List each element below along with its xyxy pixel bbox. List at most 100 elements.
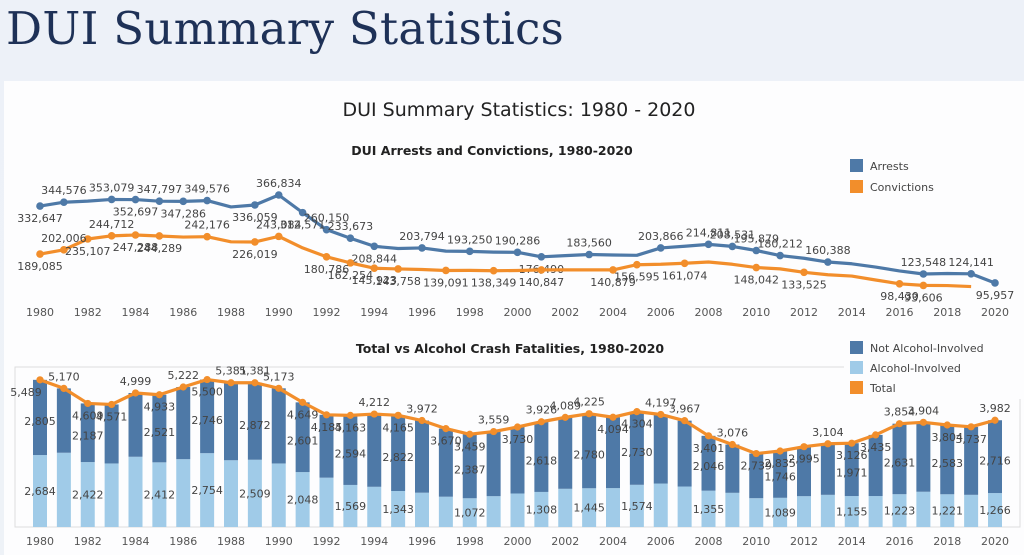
- total-point[interactable]: [943, 421, 951, 429]
- bar-not-alcohol-involved[interactable]: [988, 420, 1002, 494]
- bar-not-alcohol-involved[interactable]: [653, 414, 668, 484]
- arrests-point[interactable]: [728, 242, 737, 251]
- convictions-point[interactable]: [633, 260, 641, 269]
- bar-not-alcohol-involved[interactable]: [438, 428, 453, 497]
- arrests-point[interactable]: [919, 270, 928, 278]
- bar-alcohol-involved[interactable]: [868, 496, 883, 527]
- arrests-point[interactable]: [179, 197, 188, 206]
- bar-not-alcohol-involved[interactable]: [629, 411, 644, 485]
- total-point[interactable]: [824, 440, 832, 448]
- bar-alcohol-involved[interactable]: [510, 493, 525, 527]
- convictions-point[interactable]: [442, 266, 450, 275]
- bar-not-alcohol-involved[interactable]: [606, 417, 620, 489]
- bar-not-alcohol-involved[interactable]: [56, 388, 71, 453]
- arrests-point[interactable]: [251, 201, 259, 209]
- total-point[interactable]: [299, 398, 307, 406]
- total-point[interactable]: [442, 425, 450, 433]
- convictions-point[interactable]: [489, 266, 498, 275]
- arrests-point[interactable]: [704, 240, 713, 249]
- total-point[interactable]: [895, 420, 904, 428]
- bar-not-alcohol-involved[interactable]: [486, 431, 501, 497]
- bar-not-alcohol-involved[interactable]: [892, 423, 907, 495]
- bar-alcohol-involved[interactable]: [892, 494, 907, 527]
- bar-alcohol-involved[interactable]: [534, 491, 549, 527]
- bar-alcohol-involved[interactable]: [152, 462, 167, 527]
- total-point[interactable]: [322, 411, 331, 419]
- bar-not-alcohol-involved[interactable]: [391, 415, 406, 491]
- bar-not-alcohol-involved[interactable]: [128, 392, 143, 457]
- convictions-point[interactable]: [346, 259, 355, 267]
- convictions-point[interactable]: [203, 232, 211, 241]
- bar-alcohol-involved[interactable]: [56, 452, 71, 527]
- bar-alcohol-involved[interactable]: [319, 477, 334, 527]
- bar-not-alcohol-involved[interactable]: [964, 426, 979, 495]
- convictions-point[interactable]: [60, 246, 68, 254]
- total-point[interactable]: [633, 408, 641, 416]
- bar-alcohol-involved[interactable]: [176, 459, 191, 527]
- bar-alcohol-involved[interactable]: [940, 494, 955, 527]
- bar-alcohol-involved[interactable]: [820, 494, 835, 527]
- convictions-point[interactable]: [83, 235, 92, 243]
- arrests-point[interactable]: [465, 247, 474, 256]
- bar-alcohol-involved[interactable]: [438, 496, 453, 527]
- bar-alcohol-involved[interactable]: [964, 494, 979, 527]
- convictions-point[interactable]: [895, 280, 904, 288]
- arrests-point[interactable]: [537, 253, 546, 261]
- total-point[interactable]: [84, 399, 92, 408]
- arrests-point[interactable]: [107, 195, 116, 204]
- convictions-point[interactable]: [155, 232, 164, 240]
- arrests-point[interactable]: [824, 258, 832, 266]
- bar-alcohol-involved[interactable]: [104, 463, 119, 527]
- arrests-point[interactable]: [60, 198, 68, 207]
- bar-alcohol-involved[interactable]: [677, 486, 692, 527]
- bar-alcohol-involved[interactable]: [367, 486, 382, 527]
- convictions-point[interactable]: [322, 253, 331, 261]
- arrests-point[interactable]: [513, 248, 522, 257]
- bar-alcohol-involved[interactable]: [844, 496, 859, 527]
- total-point[interactable]: [776, 447, 784, 455]
- bar-alcohol-involved[interactable]: [224, 460, 238, 527]
- arrests-point[interactable]: [36, 202, 44, 210]
- bar-alcohol-involved[interactable]: [773, 497, 788, 527]
- bar-not-alcohol-involved[interactable]: [916, 422, 931, 492]
- bar-not-alcohol-involved[interactable]: [319, 414, 334, 478]
- total-point[interactable]: [800, 443, 808, 451]
- arrests-point[interactable]: [322, 225, 331, 234]
- bar-not-alcohol-involved[interactable]: [295, 402, 310, 473]
- arrests-point[interactable]: [656, 244, 665, 252]
- bar-not-alcohol-involved[interactable]: [343, 415, 358, 485]
- bar-not-alcohol-involved[interactable]: [80, 403, 95, 463]
- total-point[interactable]: [872, 431, 880, 439]
- bar-alcohol-involved[interactable]: [701, 490, 716, 527]
- total-point[interactable]: [418, 416, 426, 425]
- total-point[interactable]: [967, 423, 975, 431]
- convictions-point[interactable]: [800, 268, 808, 277]
- arrests-point[interactable]: [991, 279, 999, 287]
- convictions-point[interactable]: [251, 238, 259, 246]
- total-point[interactable]: [585, 410, 593, 418]
- arrests-point[interactable]: [274, 191, 283, 199]
- bar-not-alcohol-involved[interactable]: [558, 417, 573, 489]
- convictions-point[interactable]: [537, 266, 546, 274]
- convictions-point[interactable]: [36, 250, 44, 258]
- bar-not-alcohol-involved[interactable]: [725, 444, 740, 493]
- bar-alcohol-involved[interactable]: [33, 455, 47, 527]
- bar-alcohol-involved[interactable]: [391, 490, 406, 527]
- arrests-point[interactable]: [155, 197, 164, 205]
- arrests-point[interactable]: [585, 250, 593, 259]
- total-point[interactable]: [394, 411, 402, 419]
- convictions-point[interactable]: [680, 259, 689, 268]
- bar-alcohol-involved[interactable]: [343, 484, 358, 527]
- bar-not-alcohol-involved[interactable]: [271, 388, 286, 464]
- bar-not-alcohol-involved[interactable]: [749, 453, 764, 499]
- total-point[interactable]: [561, 413, 569, 421]
- arrests-point[interactable]: [298, 208, 307, 217]
- bar-alcohol-involved[interactable]: [558, 488, 573, 527]
- bar-not-alcohol-involved[interactable]: [844, 443, 859, 497]
- bar-not-alcohol-involved[interactable]: [104, 404, 119, 464]
- total-point[interactable]: [179, 383, 187, 391]
- total-point[interactable]: [370, 410, 378, 418]
- bar-not-alcohol-involved[interactable]: [820, 443, 835, 495]
- total-point[interactable]: [108, 400, 116, 409]
- convictions-point[interactable]: [107, 232, 116, 240]
